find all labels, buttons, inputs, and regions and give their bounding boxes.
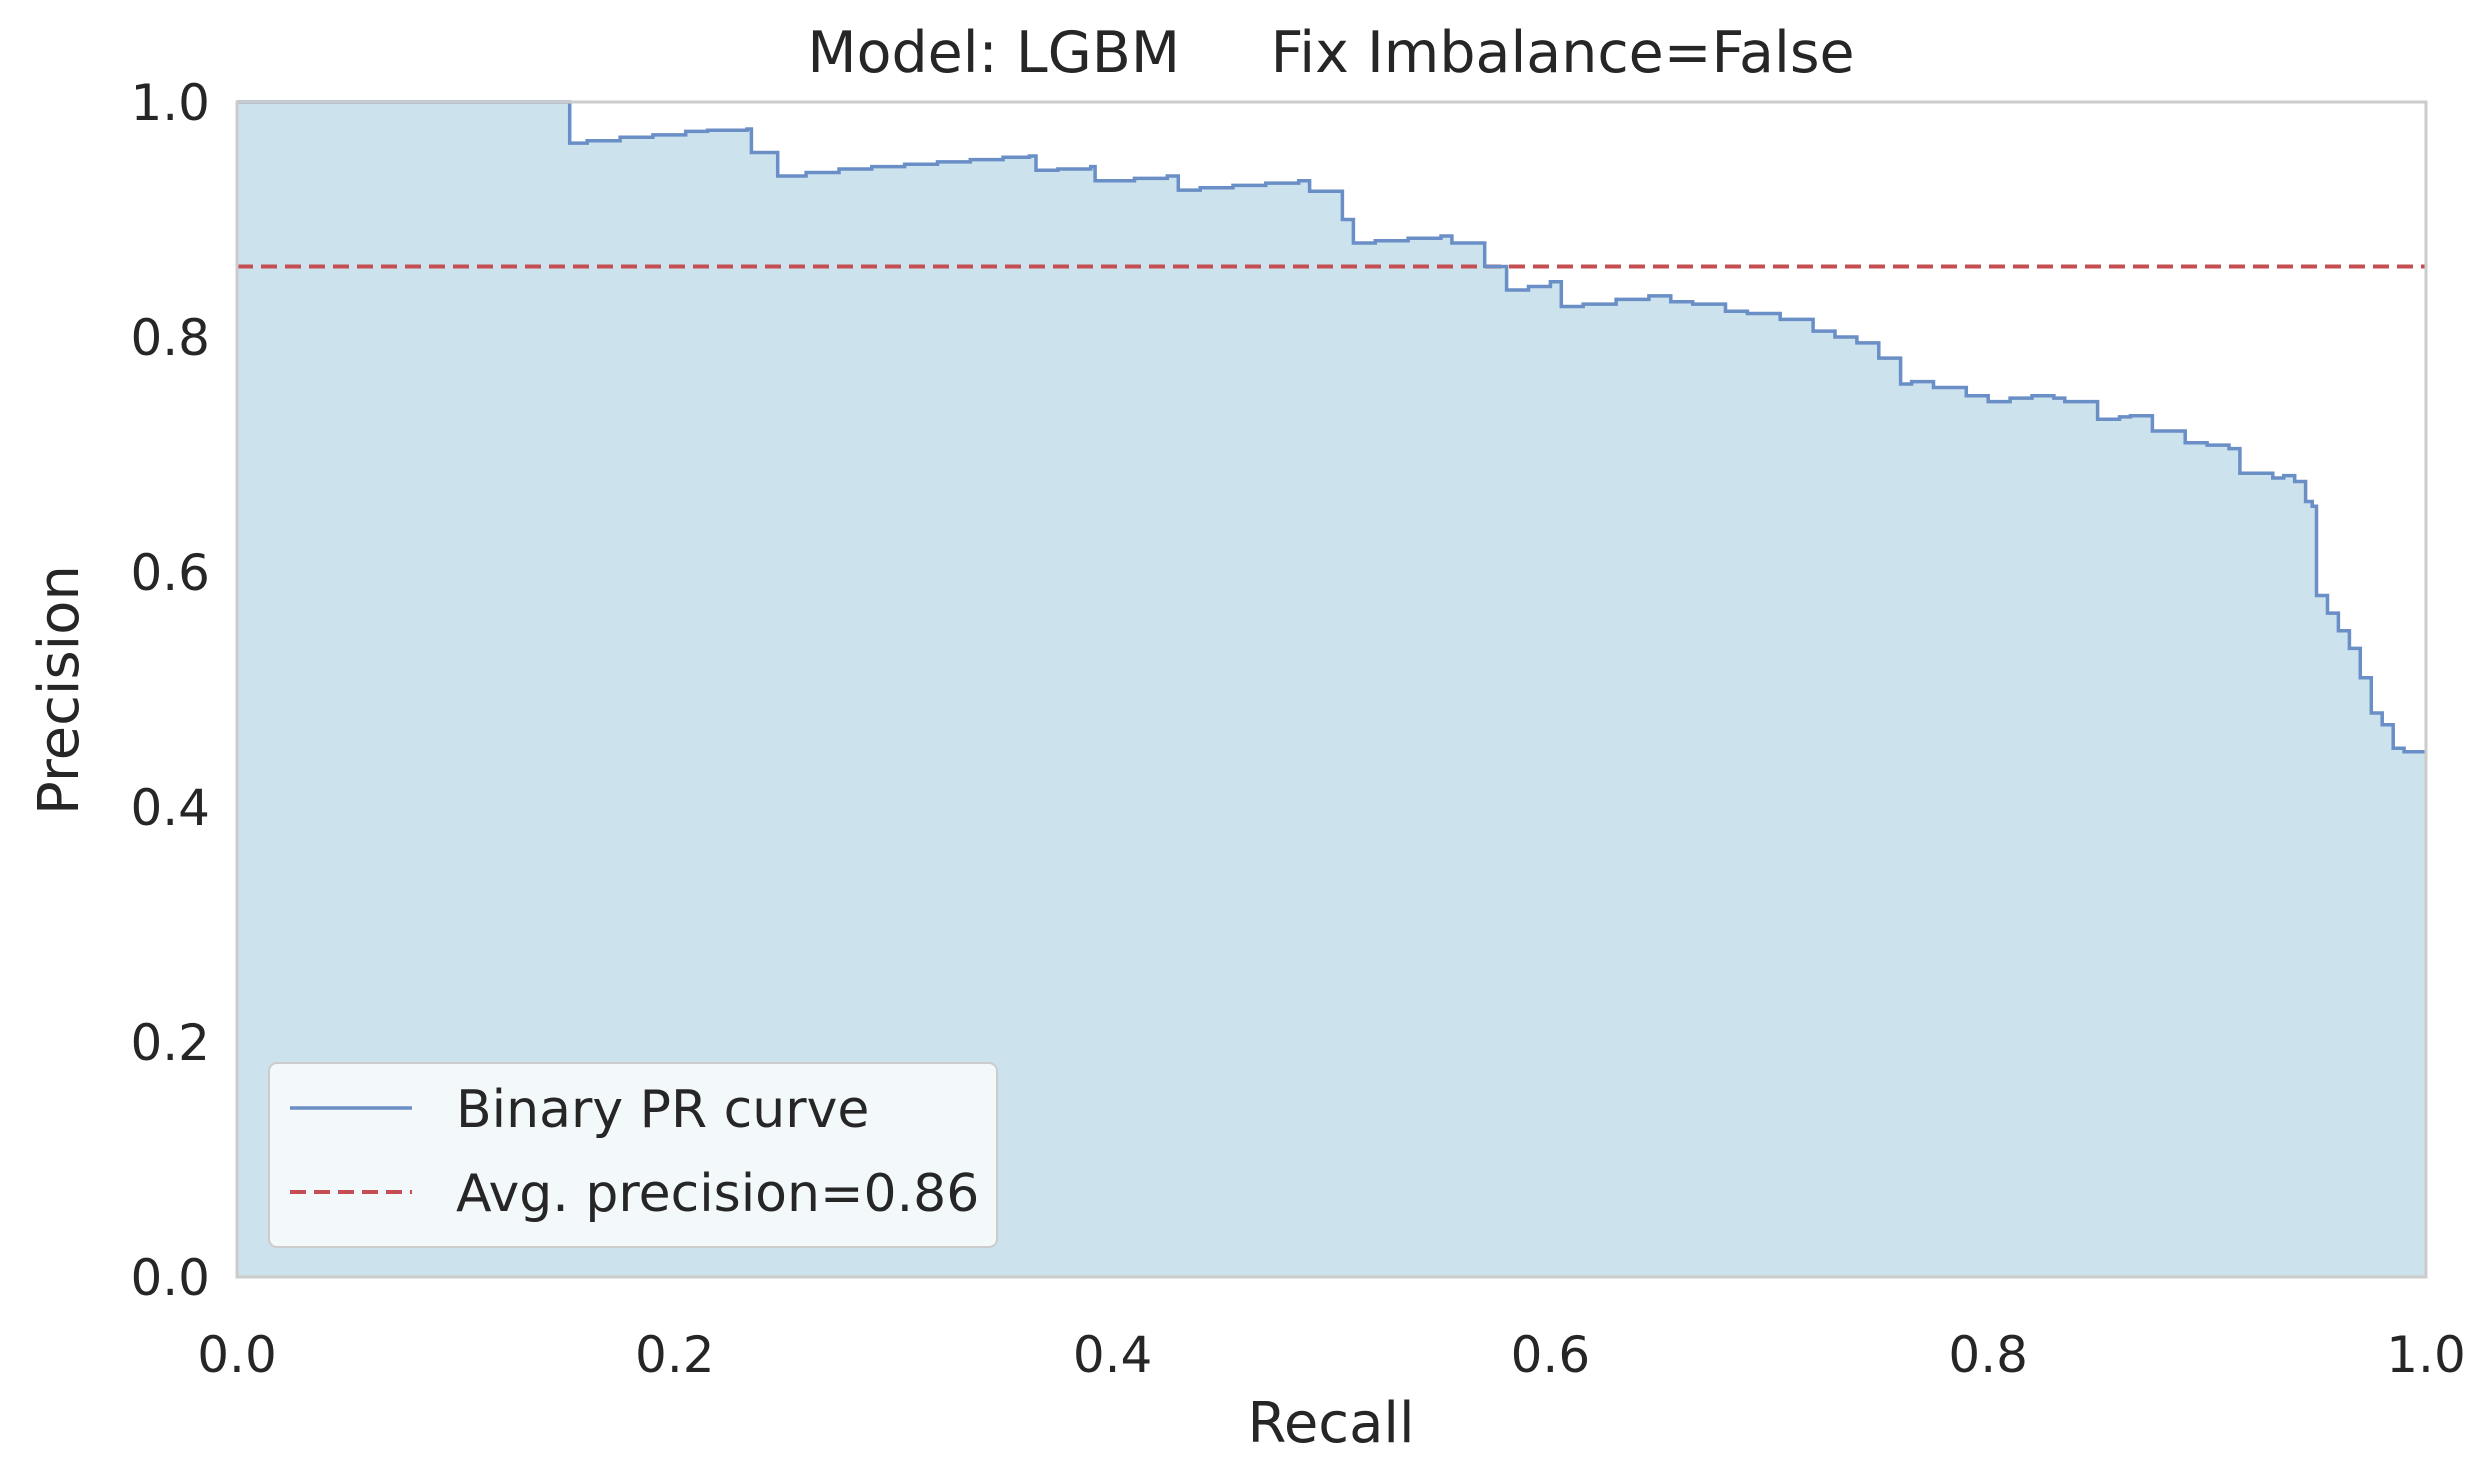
x-tick-label: 0.6 — [1511, 1326, 1591, 1384]
legend-label-avg-precision: Avg. precision=0.86 — [456, 1164, 979, 1224]
y-axis-ticks: 0.0 0.2 0.4 0.6 0.8 1.0 — [130, 74, 210, 1307]
plot-frame — [235, 100, 2428, 1279]
chart-title: Model: LGBM Fix Imbalance=False — [807, 20, 1854, 86]
x-tick-label: 1.0 — [2386, 1326, 2466, 1384]
pr-curve-line — [237, 100, 2426, 754]
x-tick-label: 0.8 — [1948, 1326, 2028, 1384]
legend: Binary PR curve Avg. precision=0.86 — [268, 1062, 998, 1248]
legend-label-pr-curve: Binary PR curve — [456, 1080, 869, 1140]
y-tick-label: 0.6 — [130, 544, 210, 602]
x-tick-label: 0.4 — [1073, 1326, 1153, 1384]
y-tick-label: 0.2 — [130, 1014, 210, 1072]
x-tick-label: 0.0 — [197, 1326, 277, 1384]
y-tick-label: 1.0 — [130, 74, 210, 132]
y-tick-label: 0.0 — [130, 1249, 210, 1307]
legend-box — [268, 1062, 998, 1248]
x-axis-label: Recall — [1247, 1391, 1414, 1456]
y-tick-label: 0.4 — [130, 779, 210, 837]
y-axis-label: Precision — [27, 565, 92, 815]
y-tick-label: 0.8 — [130, 309, 210, 367]
x-axis-ticks: 0.0 0.2 0.4 0.6 0.8 1.0 — [197, 1326, 2466, 1384]
x-tick-label: 0.2 — [635, 1326, 715, 1384]
pr-curve-fill — [237, 102, 2426, 1277]
